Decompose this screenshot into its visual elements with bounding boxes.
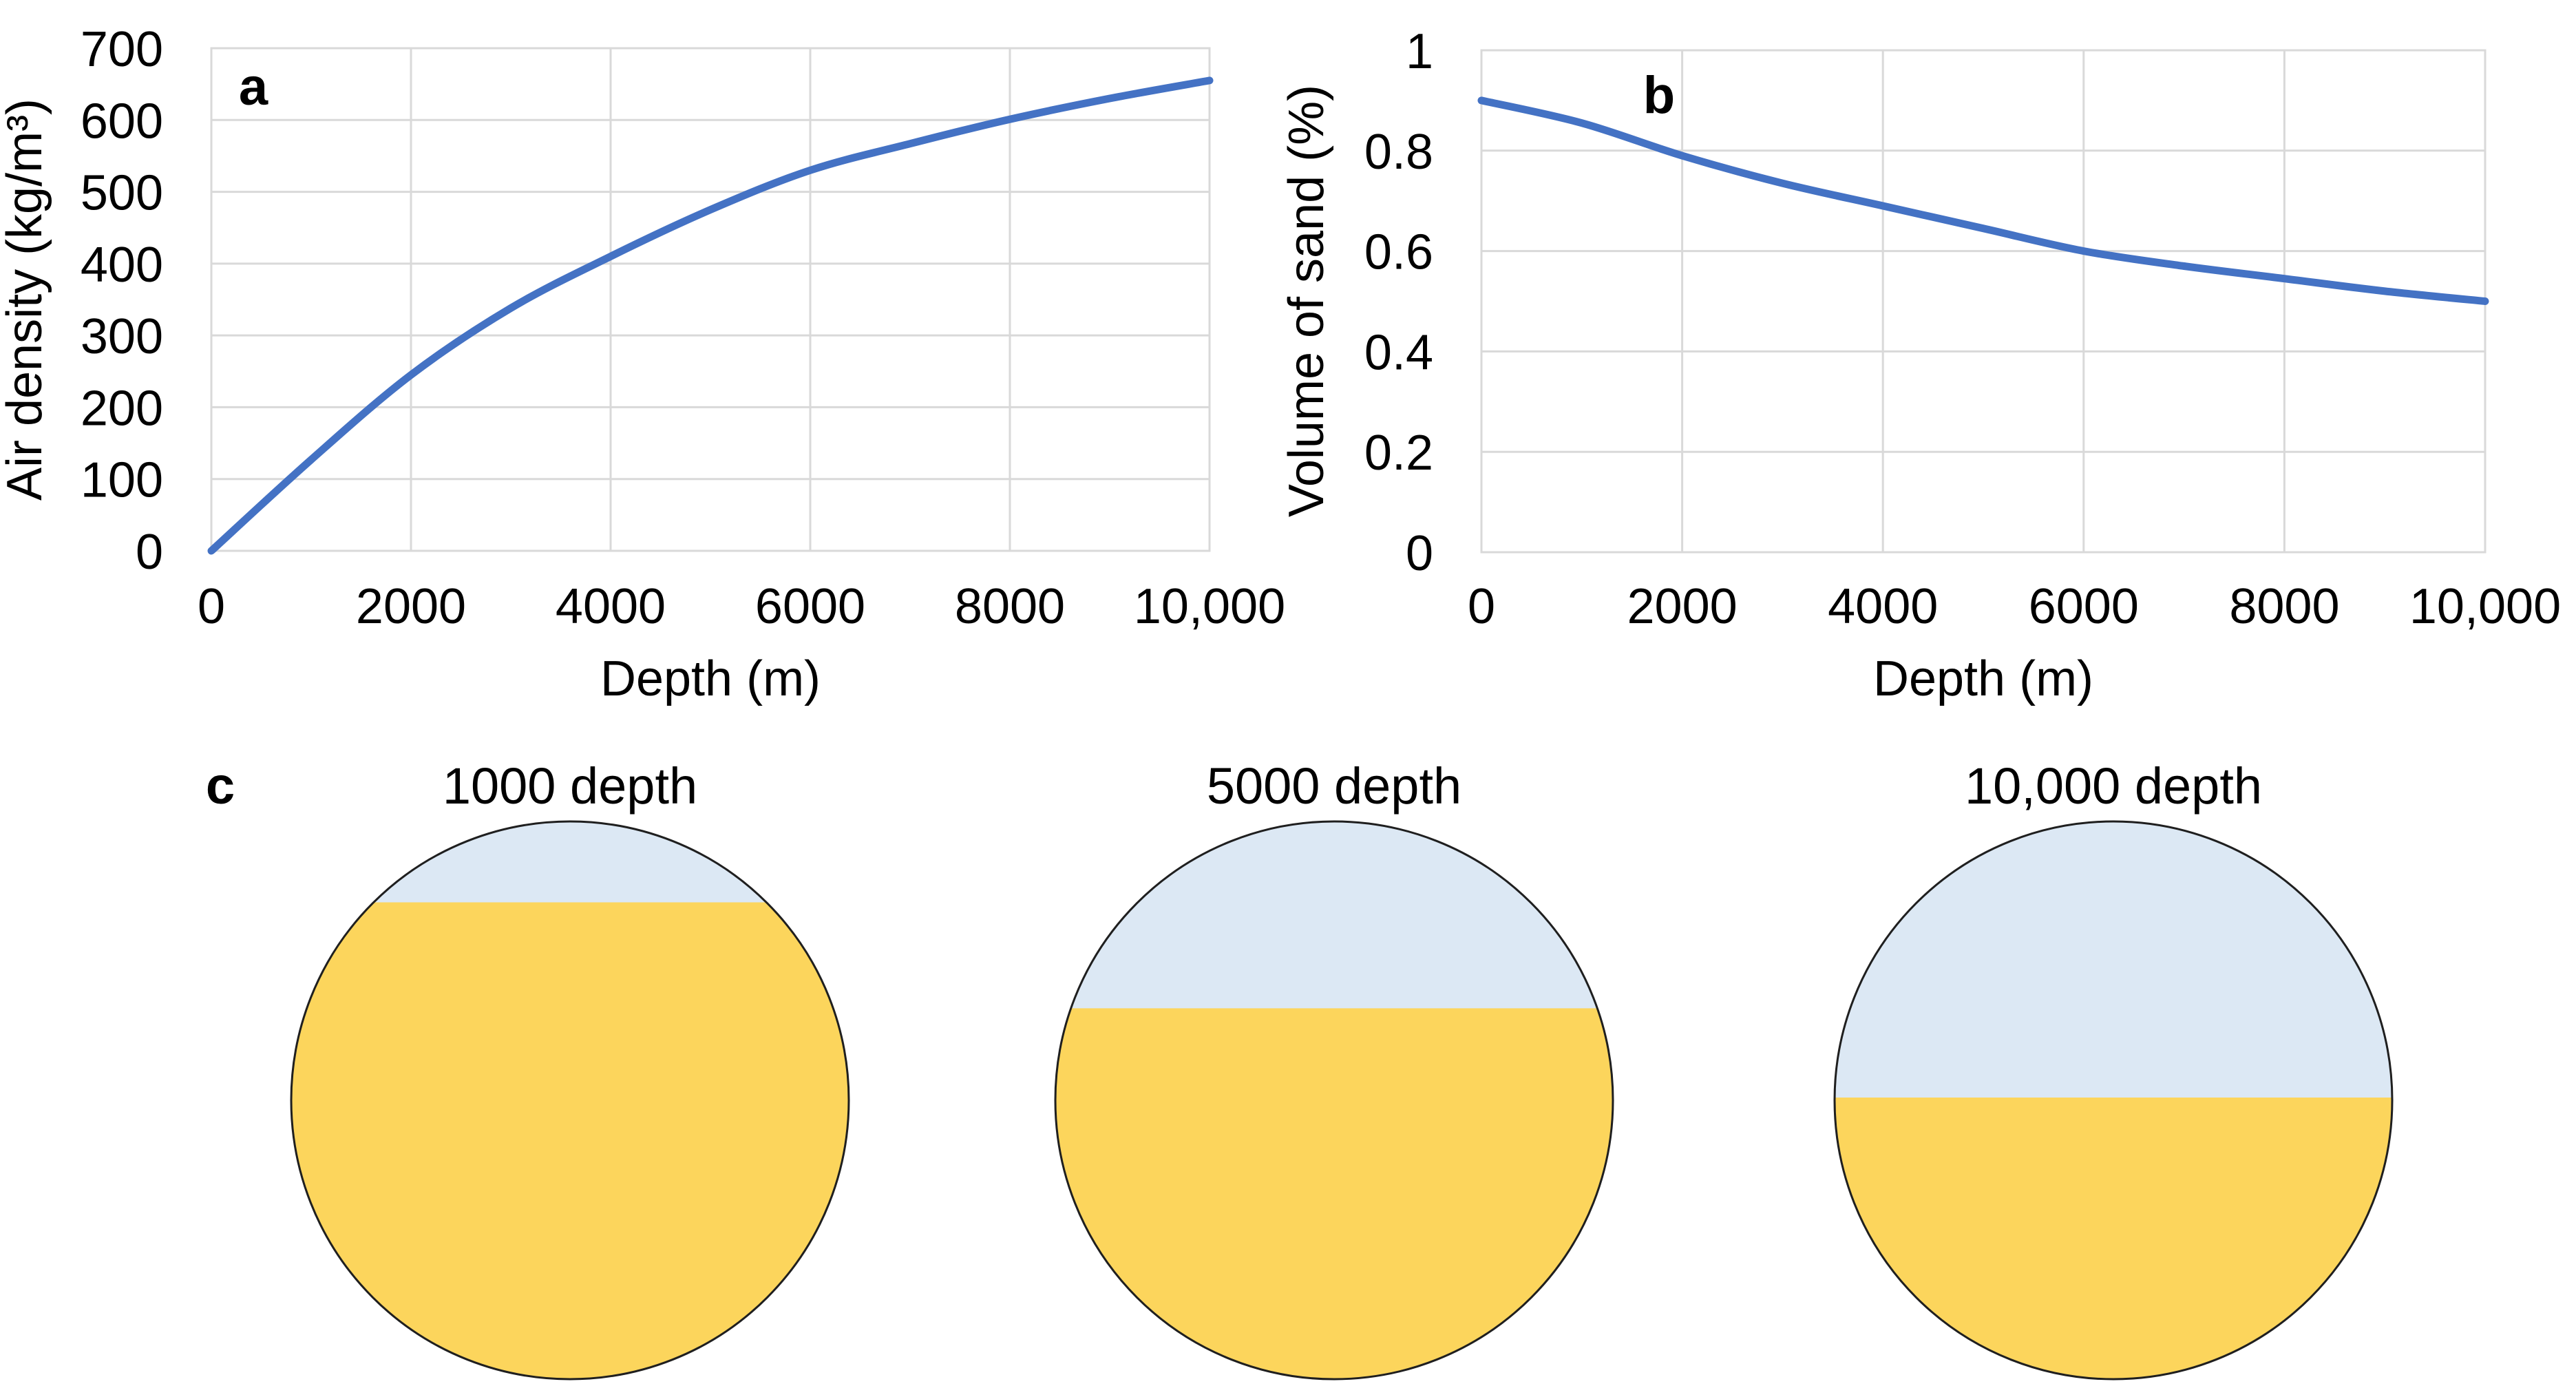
x-tick-label: 0 (1468, 579, 1495, 634)
y-tick-label: 1 (1406, 24, 1433, 79)
plot-border (1480, 49, 2487, 554)
gridlines (1480, 49, 2487, 554)
y-tick-label: 0.6 (1364, 225, 1433, 280)
data-line (1477, 96, 2489, 305)
x-tick-label: 2000 (1627, 579, 1738, 634)
x-tick-label: 0 (198, 579, 225, 634)
x-tick-label: 6000 (755, 579, 865, 634)
chart-b: b 0 0.2 0.4 0.6 0.8 1 0 2000 4000 6000 8000 10,000 D… (1279, 24, 2561, 706)
y-tick-label: 0.2 (1364, 426, 1433, 481)
y-axis-title: Volume of sand (%) (1279, 85, 1334, 517)
circle-title: 1000 depth (443, 757, 697, 815)
sample-circle: 1000 depth (290, 757, 850, 1381)
sand-region (1835, 1097, 2392, 1379)
panel-label-a: a (239, 58, 268, 116)
sample-circle: 5000 depth (1054, 757, 1614, 1381)
y-tick-label: 300 (81, 309, 163, 364)
x-tick-label: 4000 (556, 579, 666, 634)
circle-title: 5000 depth (1207, 757, 1461, 815)
circle-title: 10,000 depth (1965, 757, 2262, 815)
y-tick-label: 700 (81, 22, 163, 77)
x-tick-label: 10,000 (2409, 579, 2561, 634)
panel-label-b: b (1643, 66, 1675, 125)
panel-c: c 1000 depth 5000 depth 10,000 depth (206, 757, 2394, 1381)
data-line (207, 76, 1214, 555)
x-tick-label: 6000 (2029, 579, 2139, 634)
x-tick-label: 10,000 (1134, 579, 1285, 634)
circle-outline (290, 820, 850, 1381)
sand-region (1055, 1008, 1613, 1379)
x-tick-label: 8000 (955, 579, 1065, 634)
y-tick-label: 0.8 (1364, 125, 1433, 180)
x-axis-title: Depth (m) (600, 651, 821, 706)
y-tick-label: 200 (81, 381, 163, 436)
y-tick-label: 0 (1406, 526, 1433, 581)
x-tick-label: 2000 (356, 579, 466, 634)
y-tick-label: 0.4 (1364, 325, 1433, 380)
panel-label-c: c (206, 757, 235, 815)
x-axis-title: Depth (m) (1873, 651, 2093, 706)
circle-outline (1054, 820, 1614, 1381)
y-tick-label: 0 (136, 525, 163, 580)
plot-border (210, 47, 1211, 552)
y-tick-label: 600 (81, 94, 163, 149)
x-tick-label: 4000 (1828, 579, 1938, 634)
x-tick-label: 8000 (2229, 579, 2339, 634)
chart-a: a 0 100 200 300 400 500 600 700 0 2000 4000 6000 800… (0, 22, 1285, 706)
y-tick-label: 100 (81, 453, 163, 508)
circle-outline (1833, 820, 2394, 1381)
y-tick-label: 400 (81, 238, 163, 293)
y-tick-label: 500 (81, 166, 163, 221)
gridlines (210, 47, 1211, 552)
sand-region (291, 902, 849, 1379)
sample-circle: 10,000 depth (1833, 757, 2394, 1381)
y-axis-title: Air density (kg/m³) (0, 98, 52, 501)
